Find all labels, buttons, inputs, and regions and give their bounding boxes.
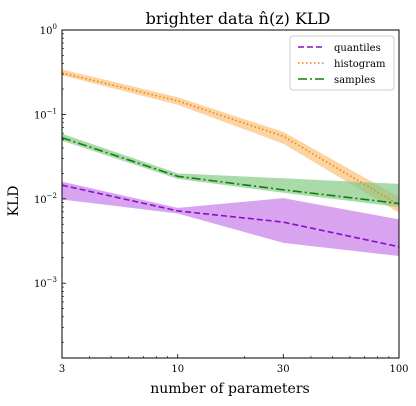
line-quantiles	[61, 184, 400, 248]
y-tick-label: 10−2	[34, 192, 57, 206]
band-histogram	[62, 69, 399, 213]
y-axis-label: KLD	[6, 186, 22, 217]
legend-label-quantiles: quantiles	[334, 43, 381, 54]
x-tick-label: 100	[389, 364, 408, 375]
y-tick-label: 10−1	[34, 107, 57, 121]
x-tick-label: 30	[277, 364, 290, 375]
band-quantiles	[62, 181, 399, 256]
chart-title: brighter data n̂(z) KLD	[146, 9, 331, 28]
legend-label-histogram: histogram	[334, 59, 386, 70]
axis-ticks: 3 10 30 100 10−3 10−2 10−1 100	[34, 23, 409, 375]
line-samples	[61, 136, 400, 205]
legend-label-samples: samples	[334, 75, 375, 86]
y-tick-label: 10−3	[34, 276, 57, 290]
legend: quantiles histogram samples	[289, 35, 395, 91]
band-samples	[62, 133, 399, 207]
uncertainty-bands	[62, 69, 399, 256]
legend-box	[289, 35, 395, 91]
y-tick-label: 100	[40, 23, 57, 37]
plot-frame	[61, 29, 400, 359]
x-tick-label: 3	[59, 364, 65, 375]
x-axis-label: number of parameters	[150, 381, 309, 397]
x-tick-label: 10	[171, 364, 184, 375]
series-lines	[61, 72, 400, 248]
